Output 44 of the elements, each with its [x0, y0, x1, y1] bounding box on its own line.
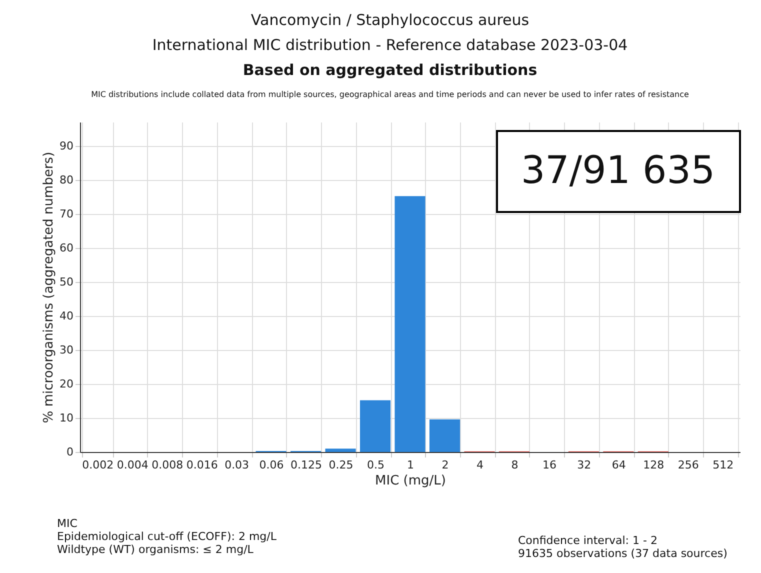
- x-tick-label: 0.03: [224, 458, 250, 472]
- text: Epidemiological cut-off (ECOFF): 2 mg/L: [57, 530, 278, 543]
- x-tick-label: 0.5: [367, 458, 385, 472]
- y-tick-label: 90: [60, 139, 74, 152]
- x-tick-label: 0.002: [82, 458, 114, 472]
- x-axis-title: MIC (mg/L): [375, 474, 446, 488]
- y-tick-label: 10: [60, 411, 74, 424]
- x-tick-label: 512: [712, 458, 734, 472]
- x-tick-label: 0.06: [259, 458, 284, 472]
- text: MIC distributions include collated data from multiple sources, geographical areas and time periods and can never be used to infer rates of resistance: [91, 90, 689, 99]
- bar: [429, 419, 460, 452]
- x-tick-label: 4: [476, 458, 484, 472]
- annotation: 37/91 635: [520, 148, 716, 192]
- x-tick-label: 128: [643, 458, 664, 472]
- y-axis-title: % microorganisms (aggregated numbers): [42, 152, 57, 424]
- text: MIC: [57, 517, 78, 530]
- chart-title: Vancomycin / Staphylococcus aureus International MIC distribution - Reference database 2023-03-04: [152, 11, 628, 54]
- bar: [360, 400, 391, 452]
- bar: [325, 448, 356, 452]
- text: 91635 observations (37 data sources): [518, 547, 728, 560]
- x-tick-label: 16: [542, 458, 556, 472]
- x-tick-label: 0.008: [152, 458, 184, 472]
- x-tick-label: 0.25: [328, 458, 354, 472]
- text: Wildtype (WT) organisms: ≤ 2 mg/L: [57, 543, 254, 556]
- x-tick-label: 256: [678, 458, 699, 472]
- y-tick-label: 70: [60, 207, 74, 220]
- y-tick-label: 50: [60, 275, 74, 288]
- x-tick-label: 0.125: [290, 458, 322, 472]
- x-tick-label: 8: [511, 458, 518, 472]
- x-tick-label: 0.016: [186, 458, 218, 472]
- x-tick-label: 2: [442, 458, 449, 472]
- y-tick-label: 40: [60, 309, 74, 322]
- x-tick-label: 32: [577, 458, 592, 472]
- y-tick-label: 30: [60, 343, 74, 356]
- y-tick-label: 80: [60, 173, 74, 186]
- bar: [394, 196, 426, 452]
- y-tick-label: 60: [60, 241, 74, 254]
- chart-subtitle: Based on aggregated distributions: [242, 61, 538, 79]
- y-tick-label: 20: [60, 377, 74, 390]
- text: Confidence interval: 1 - 2: [518, 534, 658, 547]
- x-tick-label: 1: [407, 458, 414, 472]
- y-tick-label: 0: [66, 446, 74, 458]
- x-tick-label: 0.004: [116, 458, 148, 472]
- x-tick-label: 64: [612, 458, 626, 472]
